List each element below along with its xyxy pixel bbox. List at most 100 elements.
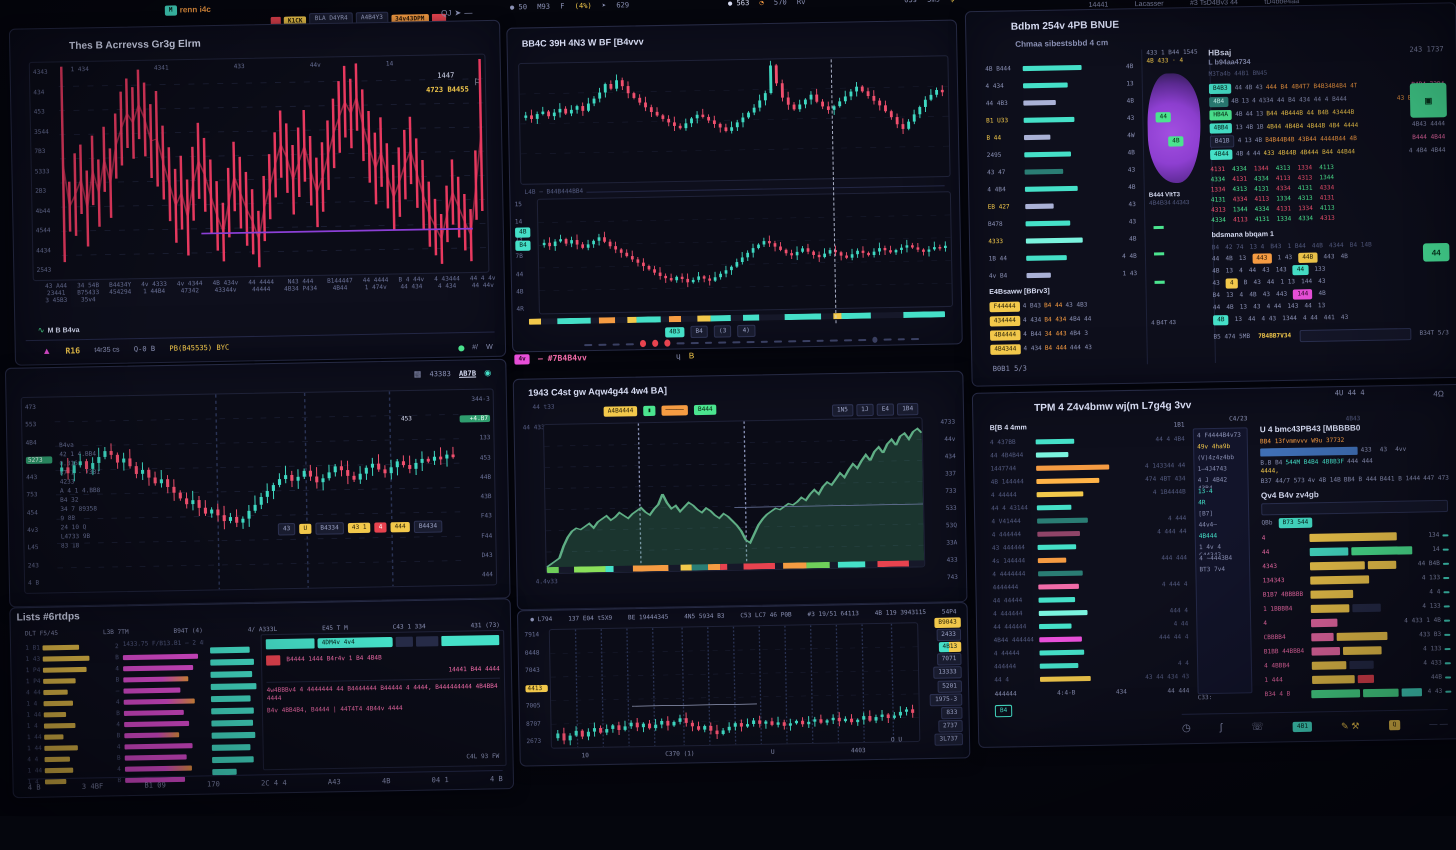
sub-chip[interactable] (416, 636, 438, 647)
price-chip[interactable]: 7071 (937, 653, 962, 666)
p6-colC-row[interactable] (210, 665, 255, 678)
p8-badge[interactable]: B4 (995, 705, 1013, 717)
range-chip[interactable]: 1N5 (832, 404, 853, 417)
p1-chart[interactable] (58, 55, 486, 280)
p5-chart[interactable] (544, 418, 924, 573)
label[interactable]: 4N5 5934 B3 (684, 613, 724, 622)
p6-colC-row[interactable] (211, 701, 256, 714)
footer-icon[interactable]: W (486, 343, 493, 352)
p2-below-icon2[interactable]: B (689, 351, 695, 361)
grid-icon[interactable]: ▦ (414, 369, 422, 379)
chip[interactable]: 444 (390, 522, 409, 532)
chip[interactable]: 43 1 (348, 523, 371, 534)
tools-icon[interactable]: ✎ ⚒ (1341, 720, 1360, 732)
p8-sub-val[interactable]: B73 544 (1279, 518, 1313, 529)
p2-upper-chart[interactable] (519, 56, 949, 184)
p6-colC-row[interactable] (212, 762, 257, 775)
label[interactable]: B94T (4) (173, 627, 202, 636)
col-header[interactable]: B43 (1270, 243, 1281, 251)
p1-symbol[interactable]: R16 (65, 346, 80, 356)
toolbar-item[interactable]: F (560, 2, 564, 11)
toolbar-item[interactable]: ◔ (759, 0, 763, 8)
price-chip[interactable]: 833 (941, 706, 962, 719)
price-chip[interactable]: 3L737 (934, 733, 963, 746)
chip[interactable]: ───── (661, 405, 688, 416)
toolbar-item[interactable]: $ (950, 0, 954, 4)
chip[interactable]: A4B4444 (604, 406, 638, 417)
chip[interactable]: 4 (375, 522, 387, 532)
label[interactable]: L3B 7TM (103, 629, 129, 638)
p6-colC-row[interactable] (211, 677, 256, 690)
chip[interactable]: 4B3 (665, 327, 684, 337)
p6-colC-row[interactable] (211, 726, 256, 739)
label[interactable]: DLT F5/45 (25, 630, 58, 639)
toolbar-item[interactable]: M93 (537, 3, 550, 12)
p8-filter-input[interactable] (1261, 500, 1448, 516)
sub-chip[interactable] (395, 637, 413, 647)
record-dot[interactable] (652, 340, 658, 347)
side-chip[interactable]: B4 (515, 241, 531, 251)
p3-heatmap-blob[interactable]: 44 4B (1147, 73, 1202, 184)
p3-footer-input[interactable] (1299, 328, 1411, 342)
p2-lower-chart[interactable] (538, 192, 952, 313)
p6-colC-row[interactable] (211, 689, 256, 702)
p8-corner-2[interactable]: 4Ω (1433, 389, 1444, 399)
col-header[interactable]: 13 4 (1250, 243, 1265, 251)
label[interactable]: 4B 119 3943115 (875, 609, 926, 618)
toolbar-item[interactable]: 570 (774, 0, 787, 8)
dim-dot[interactable] (872, 336, 877, 342)
chip[interactable]: B4 (690, 326, 708, 338)
sub-chip[interactable] (266, 638, 315, 649)
label[interactable]: #3 19/51 64113 (807, 610, 858, 619)
range-chip[interactable]: 1J (856, 404, 874, 416)
chip[interactable]: B4434 (414, 520, 443, 533)
p4-ctrl-2[interactable]: AB7B (459, 369, 476, 378)
triangle-icon[interactable]: ▲ (42, 346, 51, 357)
toolbar-item[interactable]: ➤ (602, 2, 606, 11)
col-header[interactable]: 44B (1312, 242, 1323, 250)
toolbar-item[interactable]: 5m9 (927, 0, 940, 5)
minimize-icon[interactable]: — (464, 8, 472, 18)
label[interactable]: BE 19444345 (628, 614, 668, 623)
p3-left-row[interactable]: 4v B4 1 43 (989, 265, 1137, 285)
p2-below-chip[interactable]: 4v (514, 354, 530, 364)
price-chip[interactable]: 2737 (938, 720, 963, 733)
col-header[interactable]: 1 B44 (1287, 242, 1305, 250)
toolbar-item[interactable]: ● 50 (510, 3, 527, 12)
price-chip[interactable]: 13333 (933, 667, 962, 680)
col-header[interactable]: B4 (1212, 244, 1219, 252)
chip[interactable]: 43 (278, 523, 296, 535)
p7-chart[interactable] (550, 623, 920, 747)
p6-colC-row[interactable] (211, 714, 256, 727)
toolbar-item[interactable]: ● 563 (728, 0, 750, 8)
p3-green-badge-2[interactable]: 44 (1423, 243, 1450, 262)
chip[interactable]: U (299, 524, 311, 534)
app-logo-chip[interactable]: M renn i4c (165, 5, 211, 16)
toolbar-item[interactable]: 05s (904, 0, 917, 5)
price-chip[interactable]: B9043 (934, 617, 961, 628)
search-icon[interactable]: QJ (441, 8, 452, 18)
p6-colC-row[interactable] (210, 640, 255, 653)
toolbar-item[interactable]: 444 444 (1347, 458, 1373, 467)
p8-result-row[interactable]: B34 4 B 4 43 (1265, 685, 1452, 703)
p6-colC-row[interactable] (212, 750, 257, 763)
label[interactable]: C53 LC7 46 P0B (740, 611, 791, 620)
sub-chip-label[interactable]: 4DM4v 4v4 (318, 637, 393, 649)
p6-colC-row[interactable] (212, 738, 257, 751)
p8-progress-bar[interactable] (1260, 447, 1358, 457)
p3-sub-row[interactable]: 4B4344 4 434 B4 444 444 43 (990, 340, 1142, 357)
toolbar-item[interactable]: Rv (797, 0, 806, 7)
p6-colB-row[interactable] (123, 659, 204, 672)
p1-legend[interactable]: ∿ M B B4va (38, 325, 80, 336)
gauge-icon[interactable]: ◷ (1182, 723, 1191, 735)
chip[interactable]: ▮ (643, 406, 655, 416)
dual-chip[interactable]: 4B13 (938, 642, 961, 653)
p4-ctrl-1[interactable]: 43383 (429, 369, 451, 379)
col-header[interactable]: 42 74 (1225, 243, 1243, 251)
p8-scan-row[interactable]: 44 4 43 44 434 43 (994, 670, 1189, 687)
footer-icon[interactable]: #/ (472, 343, 478, 352)
p3-green-badge-1[interactable]: ▣ (1410, 83, 1447, 118)
price-chip[interactable]: 2433 (936, 629, 961, 642)
col-header[interactable]: B4 14B (1350, 241, 1372, 250)
